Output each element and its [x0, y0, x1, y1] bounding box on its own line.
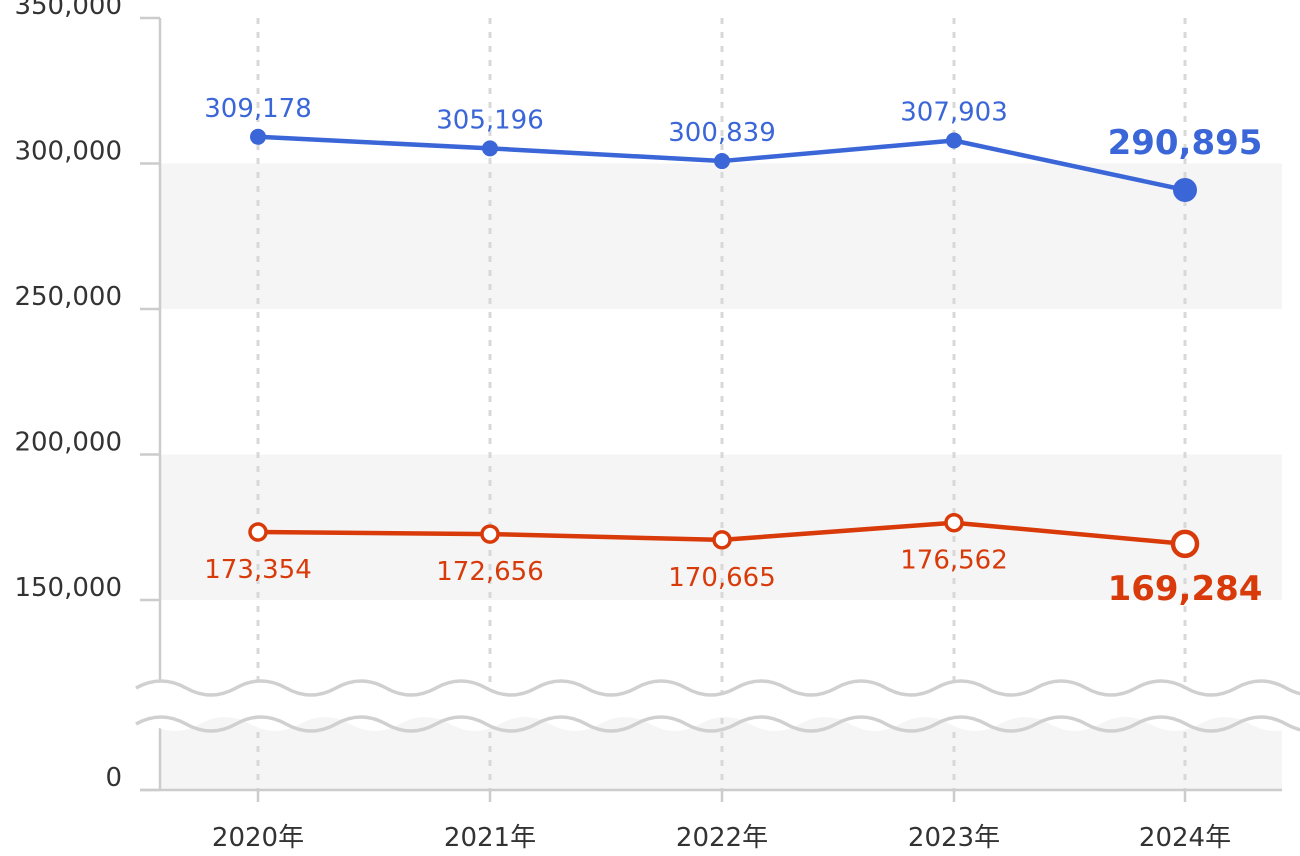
series-1-data-label: 172,656	[436, 557, 544, 587]
y-tick-label: 250,000	[14, 282, 122, 312]
series-1-point	[1170, 529, 1200, 559]
axes	[140, 18, 1282, 792]
series-1-point	[944, 512, 964, 533]
series-1-point	[248, 522, 268, 542]
y-tick-label: 300,000	[14, 137, 122, 167]
series-1-data-label: 169,284	[1108, 569, 1263, 609]
series-0-data-label: 307,903	[900, 98, 1008, 128]
series-1-data-label: 170,665	[668, 563, 776, 593]
series-0-point	[482, 140, 498, 157]
series-0-data-label: 309,178	[204, 94, 312, 124]
axis-break-wave-top	[135, 679, 1300, 697]
series-1-data-label: 176,562	[900, 546, 1008, 576]
series-0-point	[1173, 177, 1197, 202]
axis-break-wave-bottom	[135, 715, 1300, 733]
series-1-data-label: 173,354	[204, 555, 312, 585]
x-tick-label: 2024年	[1139, 823, 1231, 853]
x-tick-label: 2021年	[444, 823, 536, 853]
series-1-point	[712, 530, 732, 550]
series-0-point	[250, 128, 266, 145]
y-tick-label: 0	[105, 763, 122, 793]
series-0-data-label: 290,895	[1108, 123, 1263, 163]
y-tick-label: 350,000	[14, 0, 122, 21]
series-1-point	[480, 524, 500, 544]
axis-break	[100, 679, 1300, 733]
data-series: 309,178 305,196 300,839 307,903 290,895 173,3…	[204, 94, 1262, 609]
series-0-point	[946, 132, 962, 149]
x-tick-label: 2020年	[212, 823, 304, 853]
y-tick-label: 200,000	[14, 428, 122, 458]
y-axis-ticks: 350,000 300,000 250,000 200,000 150,000 0	[14, 0, 160, 793]
series-0-data-label: 300,839	[668, 118, 776, 148]
x-tick-label: 2023年	[908, 823, 1000, 853]
axis-break-fill	[100, 681, 1300, 731]
x-axis-ticks: 2020年 2021年 2022年 2023年 2024年	[212, 790, 1231, 853]
x-tick-label: 2022年	[676, 823, 768, 853]
series-0-point	[714, 153, 730, 170]
y-tick-label: 150,000	[14, 573, 122, 603]
series-0-data-label: 305,196	[436, 105, 544, 135]
